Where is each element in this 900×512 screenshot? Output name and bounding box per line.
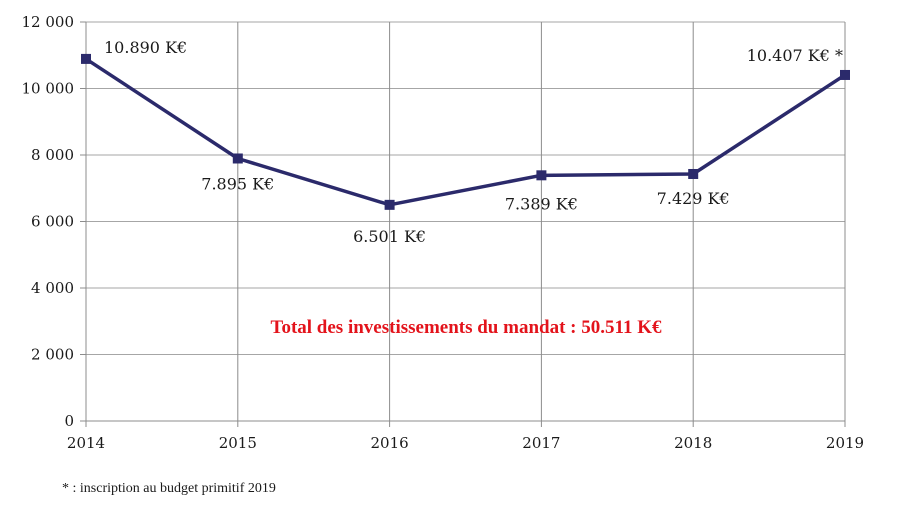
data-labels: 10.890 K€ 7.895 K€ 6.501 K€ 7.389 K€ 7.429 K… xyxy=(104,38,843,246)
data-label: 7.389 K€ xyxy=(505,194,578,213)
x-tick-label: 2019 xyxy=(826,434,864,452)
x-tick-label: 2014 xyxy=(67,434,105,452)
data-point-marker xyxy=(384,199,395,210)
data-point-marker xyxy=(688,168,699,179)
y-tick-label: 4 000 xyxy=(31,279,74,297)
data-label: 7.429 K€ xyxy=(657,189,730,208)
x-tick-label: 2018 xyxy=(674,434,712,452)
data-point-marker xyxy=(81,53,91,64)
x-tick-label: 2015 xyxy=(219,434,257,452)
data-point-marker xyxy=(840,69,850,80)
data-label: 7.895 K€ xyxy=(201,174,274,193)
series-line xyxy=(81,53,850,210)
y-axis-ticks: 0 2 000 4 000 6 000 8 000 10 000 12 000 xyxy=(22,13,86,430)
x-tick-label: 2017 xyxy=(522,434,560,452)
x-axis-ticks: 2014 2015 2016 2017 2018 2019 xyxy=(67,421,864,452)
y-tick-label: 2 000 xyxy=(31,346,74,364)
footnote: * : inscription au budget primitif 2019 xyxy=(62,481,276,496)
data-point-marker xyxy=(536,170,547,181)
total-annotation: Total des investissements du mandat : 50… xyxy=(271,317,662,338)
gridlines xyxy=(85,21,846,421)
y-tick-label: 0 xyxy=(64,412,74,430)
y-tick-label: 10 000 xyxy=(22,80,75,98)
data-label: 10.890 K€ xyxy=(104,38,187,57)
y-tick-label: 12 000 xyxy=(22,13,75,31)
data-label: 6.501 K€ xyxy=(353,227,426,246)
series-polyline xyxy=(85,57,846,207)
y-tick-label: 6 000 xyxy=(31,213,74,231)
data-point-marker xyxy=(232,153,243,164)
y-tick-label: 8 000 xyxy=(31,146,74,164)
x-tick-label: 2016 xyxy=(371,434,409,452)
data-label: 10.407 K€ * xyxy=(747,46,843,65)
